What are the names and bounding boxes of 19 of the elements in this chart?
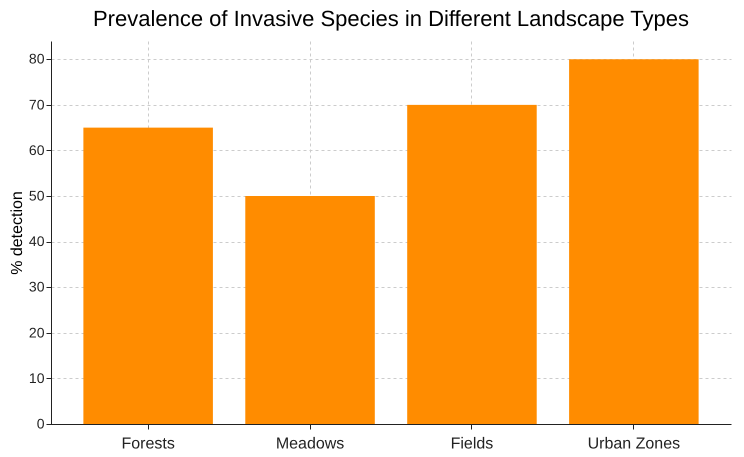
y-tick-label: 30: [28, 278, 45, 295]
y-tick-label: 10: [28, 370, 45, 386]
x-tick-label: Fields: [450, 436, 494, 452]
y-tick-label: 40: [28, 233, 45, 250]
bar: [83, 128, 213, 424]
x-tick-label: Forests: [121, 436, 175, 452]
y-tick-label: 50: [28, 188, 45, 204]
y-tick-label: 0: [36, 416, 45, 432]
x-tick-label: Urban Zones: [588, 436, 680, 452]
x-tick-label: Meadows: [276, 436, 344, 452]
chart-title: Prevalence of Invasive Species in Different Landscape Types: [93, 6, 689, 31]
y-tick-label: 20: [28, 324, 45, 340]
y-axis-title: % detection: [8, 191, 26, 275]
y-tick-label: 70: [28, 96, 45, 112]
bar: [245, 196, 375, 424]
bar: [569, 59, 699, 424]
bar: [407, 104, 537, 424]
y-tick-label: 80: [28, 50, 45, 67]
y-tick-label: 60: [28, 142, 45, 158]
